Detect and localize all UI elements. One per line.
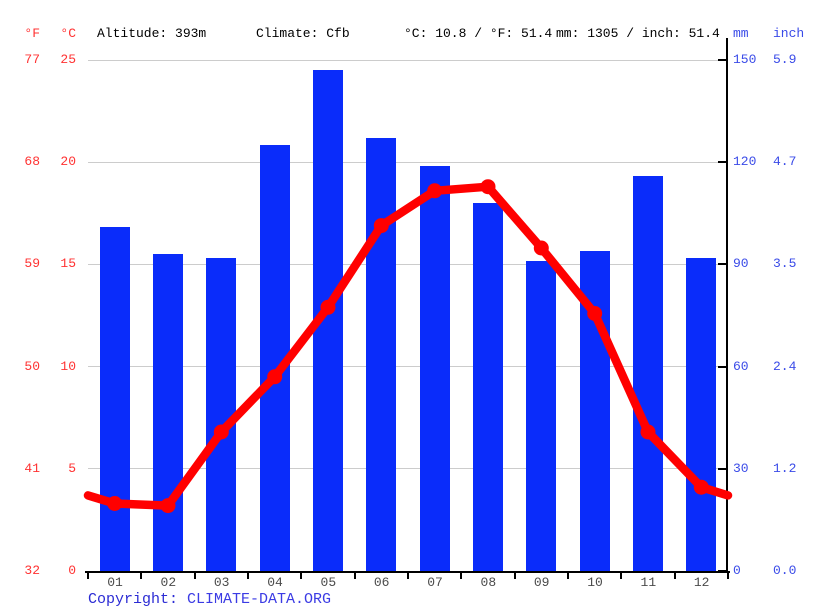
precip-bar [153, 254, 183, 571]
month-label: 06 [373, 575, 390, 590]
month-label: 12 [693, 575, 710, 590]
precip-bar [313, 70, 343, 571]
f-axis-label: 32 [24, 563, 40, 578]
precip-bar [579, 250, 610, 571]
precip-bar [366, 138, 397, 571]
precip-bar [686, 257, 717, 571]
right-axis-line [726, 38, 728, 573]
grid-line [88, 59, 726, 61]
copyright-label: Copyright: [88, 591, 188, 608]
f-axis-label: 50 [24, 358, 40, 374]
mm-axis-label: 0 [733, 563, 741, 578]
left-axis-unit-f: °F [24, 26, 40, 41]
inch-axis-label: 1.2 [773, 460, 797, 476]
month-label: 03 [213, 575, 230, 590]
x-axis-line [85, 571, 730, 573]
month-label: 01 [107, 575, 123, 590]
month-label: 04 [267, 575, 283, 590]
month-label: 05 [320, 575, 337, 590]
grid-line [88, 161, 726, 163]
precip-bar [473, 203, 503, 571]
left-axis-unit-c: °C [60, 26, 76, 41]
mm-axis-label: 60 [733, 358, 749, 374]
x-axis-tick [300, 573, 303, 579]
right-axis-tick [718, 59, 726, 61]
copyright: Copyright: CLIMATE-DATA.ORG [88, 591, 331, 609]
mm-axis-label: 150 [733, 52, 757, 67]
grid-line [88, 366, 726, 368]
inch-axis-label: 5.9 [773, 52, 797, 67]
right-axis-tick [718, 161, 726, 164]
grid-line [88, 263, 726, 265]
c-axis-label: 25 [60, 52, 76, 67]
inch-axis-label: 4.7 [773, 154, 797, 170]
right-axis-tick [718, 263, 726, 266]
mm-axis-label: 30 [733, 460, 749, 476]
temperature-point [533, 240, 549, 256]
month-label: 08 [480, 575, 497, 590]
x-axis-tick [513, 573, 516, 579]
right-axis-tick [718, 467, 726, 470]
c-axis-label: 15 [60, 256, 76, 272]
month-label: 09 [533, 575, 550, 590]
precip-bar [206, 257, 237, 571]
c-axis-label: 20 [60, 154, 76, 170]
right-axis-tick [718, 365, 726, 368]
x-axis-tick [673, 573, 676, 579]
c-axis-label: 10 [60, 358, 76, 374]
month-label: 11 [640, 575, 657, 590]
right-axis-unit-mm: mm [733, 26, 749, 41]
x-axis-tick [727, 573, 729, 579]
precip-bar [526, 260, 557, 571]
f-axis-label: 77 [24, 52, 40, 67]
x-axis-tick [87, 573, 89, 579]
right-axis-unit-inch: inch [773, 26, 805, 41]
f-axis-label: 41 [24, 460, 40, 476]
c-axis-label: 5 [68, 460, 76, 476]
inch-axis-label: 0.0 [773, 563, 797, 578]
inch-axis-label: 3.5 [773, 256, 797, 272]
grid-line [88, 468, 726, 470]
month-label: 02 [160, 575, 177, 590]
mm-axis-label: 120 [733, 154, 757, 170]
annual-precipitation-label: mm: 1305 / inch: 51.4 [556, 26, 720, 41]
inch-axis-label: 2.4 [773, 358, 797, 374]
precip-bar [633, 175, 663, 571]
x-axis-tick [247, 573, 249, 579]
month-label: 10 [587, 575, 603, 590]
precip-bar [99, 226, 130, 571]
month-label: 07 [427, 575, 443, 590]
f-axis-label: 59 [24, 256, 40, 272]
copyright-link[interactable]: CLIMATE-DATA.ORG [187, 591, 332, 608]
temperature-polyline [83, 182, 733, 510]
x-axis-tick [353, 573, 356, 579]
x-axis-tick [620, 573, 623, 579]
temperature-point [480, 179, 496, 195]
x-axis-tick [193, 573, 196, 579]
precip-bar [419, 165, 450, 571]
precip-bar [259, 145, 290, 571]
c-axis-label: 0 [68, 563, 76, 578]
x-axis-tick [567, 573, 569, 579]
x-axis-tick [407, 573, 409, 579]
annual-temperature-label: °C: 10.8 / °F: 51.4 [404, 26, 553, 41]
f-axis-label: 68 [24, 154, 40, 170]
right-axis-tick [718, 570, 726, 572]
mm-axis-label: 90 [733, 256, 749, 272]
climate-label: Climate: Cfb [256, 26, 350, 41]
x-axis-tick [140, 573, 143, 579]
altitude-label: Altitude: 393m [97, 26, 207, 41]
x-axis-tick [460, 573, 463, 579]
